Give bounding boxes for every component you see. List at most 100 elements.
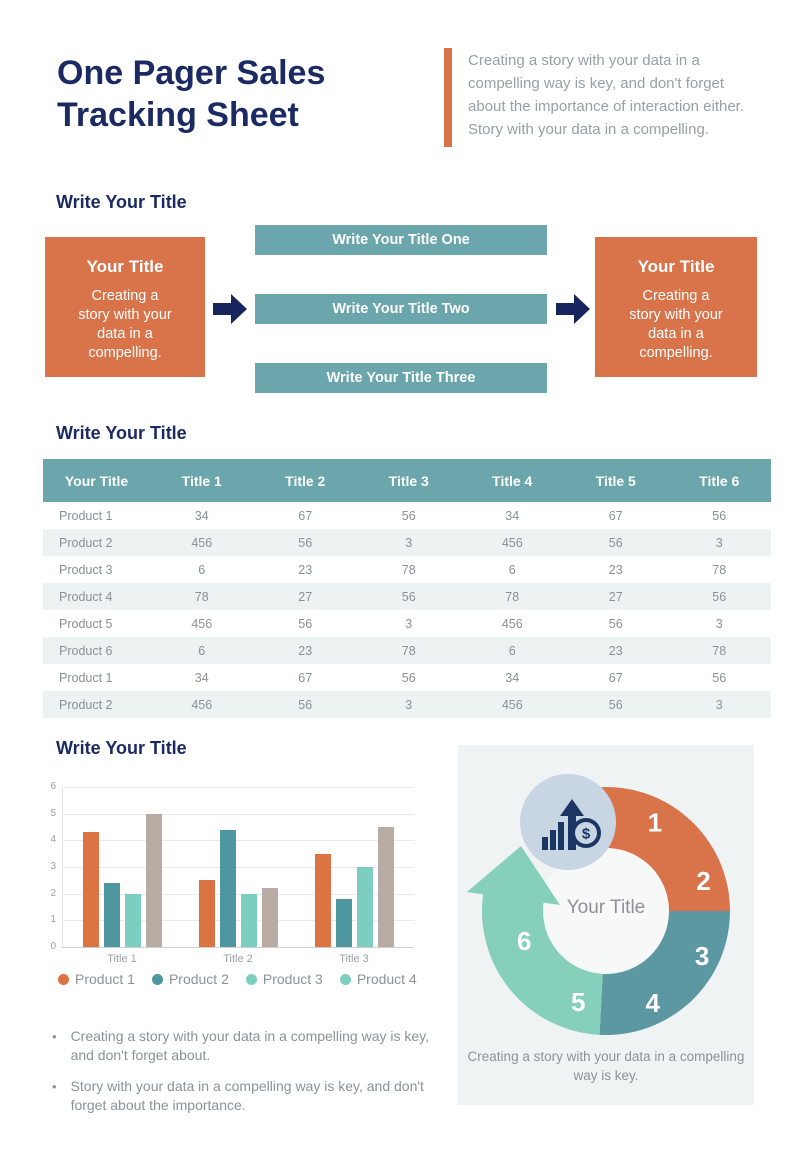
legend-dot [245,973,257,985]
cell-value: 456 [501,535,523,550]
x-category-label: Title 2 [223,953,253,965]
cell-value: 6 [508,643,516,658]
table-row: Product 5 456 56 3 456 56 3 [43,610,771,637]
flow-box-title: Your Title [637,257,715,276]
cell-value: 56 [712,508,727,523]
cycle-segment [599,911,730,1035]
y-tick-label: 6 [50,781,56,792]
legend-label: Product 1 [75,971,135,987]
bullet-text: Story with your data in a compelling way… [70,1078,424,1113]
flow-section-heading: Write Your Title [56,192,187,212]
cycle-step-number: 4 [646,988,661,1018]
chart-legend: Product 1 Product 2 Product 3 Product 4 [58,971,417,987]
cell-value: 56 [608,616,623,631]
row-label: Product 1 [59,508,113,523]
gridline [62,840,414,842]
cell-value: 78 [194,589,209,604]
gridline [62,813,414,815]
cell-value: 34 [194,670,209,685]
row-label: Product 6 [59,643,113,658]
cell-value: 27 [298,589,313,604]
cell-value: 56 [712,589,727,604]
svg-text:$: $ [582,826,591,843]
y-tick-label: 2 [50,887,56,899]
column-header: Title 5 [564,459,668,502]
column-header: Title 3 [357,459,461,502]
cycle-diagram: 1 2 3 4 5 6 $ [467,774,730,1035]
bar-product-2 [335,899,352,947]
cell-value: 67 [298,508,313,523]
legend-label: Product 4 [356,971,417,987]
cell-value: 456 [191,616,213,631]
table-section-heading: Write Your Title [56,423,187,443]
cell-value: 456 [191,697,213,712]
gridline [62,920,414,922]
x-category-label: Title 3 [339,953,369,965]
bullet-text: Creating a story with your data in a com… [70,1028,430,1063]
cell-value: 27 [608,589,623,604]
bullet-icon: • [52,1029,57,1044]
cell-value: 56 [712,670,727,685]
page-title: One Pager Sales Tracking Sheet [57,54,326,134]
cell-value: 23 [298,562,313,577]
y-axis-line [62,787,63,947]
cell-value: 56 [401,670,416,685]
column-header: Your Title [43,459,150,502]
y-tick-label: 1 [50,914,56,926]
flow-step-one: Write Your Title One [255,225,547,255]
bar-product-4 [261,888,278,947]
cell-value: 6 [198,562,206,577]
bar-product-3 [124,893,141,947]
bar-product-2 [219,829,236,947]
cell-value: 3 [405,616,413,631]
cell-value: 3 [715,535,723,550]
legend-dot [339,973,351,985]
table-wrap: Your Title Title 1 Title 2 Title 3 Title 4 Ti… [43,459,771,718]
cell-value: 56 [608,697,623,712]
cell-value: 56 [401,508,416,523]
cycle-arrowhead-icon [467,846,560,905]
bar-product-1 [314,853,331,947]
accent-divider-bar [444,48,452,147]
legend-label: Product 2 [168,971,229,987]
cycle-caption: Creating a story with your data in a com… [467,1049,745,1083]
chart-section-heading: Write Your Title [56,738,187,758]
column-header: Title 2 [253,459,357,502]
cell-value: 78 [505,589,520,604]
legend-item: Product 4 [339,971,417,987]
bar-chart: 0 1 2 3 4 5 6 Title 1 Title 2 Title 3 [44,775,424,970]
cycle-step-number: 3 [695,941,709,971]
flow-right-box: Your Title Creating a story with your da… [595,237,757,377]
cell-value: 34 [505,508,520,523]
cycle-center-title: Your Title [566,897,646,918]
table-row: Product 1 34 67 56 34 67 56 [43,664,771,691]
cycle-step-number: 2 [696,866,710,896]
cell-value: 456 [191,535,213,550]
table-row: Product 3 6 23 78 6 23 78 [43,556,771,583]
bar-product-3 [240,893,257,947]
cell-value: 34 [505,670,520,685]
cycle-step-number: 6 [517,926,531,956]
cell-value: 23 [608,562,623,577]
cell-value: 56 [401,589,416,604]
flow-box-body: Creating a story with your data in a com… [78,288,172,361]
table-row: Product 4 78 27 56 78 27 56 [43,583,771,610]
column-header: Title 4 [460,459,564,502]
list-item: • Story with your data in a compelling wa… [52,1077,452,1115]
cell-value: 56 [298,697,313,712]
table-row: Product 2 456 56 3 456 56 3 [43,529,771,556]
legend-item: Product 2 [151,971,229,987]
table-row: Product 6 6 23 78 6 23 78 [43,637,771,664]
cell-value: 6 [198,643,206,658]
arrow-right-icon [556,294,590,324]
row-label: Product 3 [59,562,113,577]
data-table: Your Title Title 1 Title 2 Title 3 Title 4 Ti… [43,459,771,718]
table-row: Product 2 456 56 3 456 56 3 [43,691,771,718]
bar-product-3 [356,867,373,947]
cycle-hole [541,846,671,976]
y-tick-label: 0 [50,941,56,952]
bar-product-1 [198,880,215,947]
y-tick-label: 3 [50,861,56,872]
bullet-list: • Creating a story with your data in a co… [52,1027,452,1127]
